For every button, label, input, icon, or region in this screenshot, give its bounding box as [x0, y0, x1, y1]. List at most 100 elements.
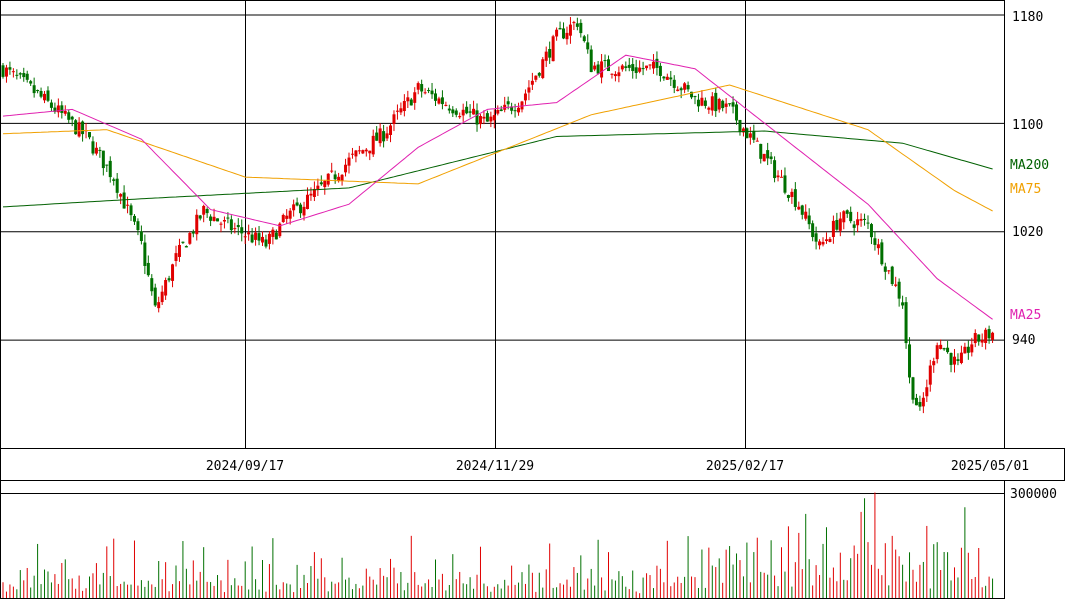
- date-axis-labels: 2024/09/17 2024/11/29 2025/02/17 2025/05…: [206, 459, 1029, 474]
- ma200-line: [2, 130, 993, 208]
- candle-body: [831, 220, 835, 238]
- candle-body: [530, 80, 534, 85]
- candle-body: [499, 109, 503, 112]
- candle-body: [776, 175, 780, 178]
- date-grid: [245, 0, 746, 448]
- candle-body: [755, 140, 759, 142]
- candle-body: [880, 242, 884, 265]
- candle-body: [603, 60, 607, 62]
- candle-body: [482, 116, 486, 119]
- candle-body: [94, 147, 98, 154]
- candle-body: [662, 76, 666, 79]
- candle-body: [247, 232, 251, 235]
- price-tick-label: 1100: [1012, 118, 1043, 133]
- candle-body: [676, 89, 680, 92]
- candle-body: [703, 100, 707, 106]
- candle-body: [610, 73, 614, 75]
- candle-body: [150, 278, 154, 292]
- candle-body: [579, 22, 583, 34]
- ma25-label: MA25: [1010, 308, 1041, 323]
- candle-body: [364, 149, 368, 152]
- candle-body: [11, 71, 15, 73]
- candle-body: [392, 114, 396, 125]
- candle-body: [461, 109, 465, 116]
- candles: [1, 17, 995, 414]
- candle-body: [838, 218, 842, 231]
- candle-body: [472, 108, 476, 115]
- candle-body: [752, 131, 756, 140]
- candle-body: [887, 270, 891, 272]
- candle-body: [942, 348, 946, 350]
- candle-body: [527, 87, 531, 93]
- candle-body: [184, 246, 188, 248]
- candle-body: [98, 149, 102, 151]
- candle-body: [395, 110, 399, 112]
- candle-body: [188, 232, 192, 244]
- candle-body: [634, 67, 638, 73]
- candle-body: [966, 346, 970, 353]
- candle-body: [780, 176, 783, 178]
- candle-body: [520, 101, 524, 110]
- candle-body: [271, 229, 275, 237]
- candle-body: [46, 90, 50, 101]
- candle-body: [122, 192, 126, 209]
- candle-body: [174, 253, 178, 261]
- ma25-line: [2, 54, 993, 320]
- candle-body: [987, 329, 991, 339]
- candle-body: [506, 101, 510, 105]
- candle-body: [305, 194, 309, 209]
- candle-body: [562, 28, 566, 39]
- candle-body: [582, 36, 586, 42]
- candle-body: [814, 233, 818, 242]
- candle-body: [869, 224, 873, 238]
- candle-body: [572, 22, 576, 24]
- candle-body: [153, 287, 157, 306]
- candle-body: [18, 73, 22, 75]
- candle-body: [115, 178, 119, 193]
- candle-body: [53, 107, 57, 112]
- candle-body: [883, 266, 887, 272]
- candle-body: [935, 345, 939, 360]
- candle-body: [824, 239, 828, 242]
- candle-body: [181, 241, 185, 243]
- candle-body: [548, 48, 552, 58]
- candle-body: [427, 90, 431, 92]
- candle-body: [575, 23, 579, 27]
- candle-body: [627, 64, 631, 68]
- candle-body: [811, 223, 815, 238]
- candle-body: [537, 72, 541, 76]
- candle-body: [164, 280, 168, 296]
- candle-body: [686, 85, 690, 90]
- candle-body: [496, 109, 500, 114]
- candle-body: [222, 219, 226, 222]
- candle-body: [423, 92, 427, 94]
- candle-body: [143, 242, 147, 266]
- candle-body: [420, 84, 424, 92]
- candle-body: [1, 65, 5, 77]
- candle-body: [330, 170, 334, 172]
- candle-body: [333, 174, 337, 180]
- candle-body: [112, 179, 116, 181]
- candle-body: [292, 204, 296, 211]
- candle-body: [382, 131, 386, 142]
- candle-body: [209, 216, 213, 221]
- candle-body: [4, 67, 8, 77]
- candle-body: [807, 215, 811, 225]
- ma-legend: MA200 MA75 MA25: [1010, 158, 1049, 323]
- date-tick-label: 2025/02/17: [706, 459, 784, 474]
- candle-body: [977, 334, 981, 342]
- candle-body: [735, 104, 739, 121]
- candle-body: [620, 65, 624, 70]
- candle-body: [316, 185, 320, 190]
- candle-body: [350, 153, 354, 155]
- candle-body: [894, 284, 898, 286]
- candle-body: [385, 133, 389, 139]
- candle-body: [375, 132, 379, 141]
- price-tick-label: 940: [1012, 333, 1035, 348]
- candle-body: [105, 164, 109, 166]
- candle-body: [465, 106, 469, 114]
- candle-body: [984, 329, 988, 343]
- candle-body: [344, 164, 348, 173]
- candle-body: [804, 211, 808, 219]
